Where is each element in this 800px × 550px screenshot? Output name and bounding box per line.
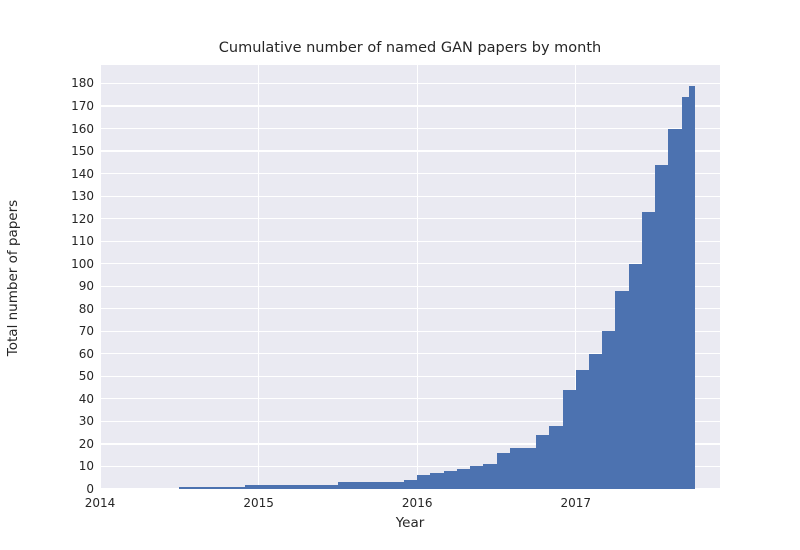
bar-2016-03 [443, 470, 457, 489]
y-tick-label-100: 100 [71, 256, 94, 271]
bar-2017-09 (end) [689, 85, 695, 489]
x-axis-label: Year [395, 515, 425, 531]
x-tick-label-2016: 2016 [401, 496, 433, 510]
y-tick-label-180: 180 [71, 76, 94, 91]
y-tick-label-120: 120 [71, 211, 94, 226]
gridline-x-2014 [99, 65, 101, 489]
x-tick-label-2017: 2017 [560, 496, 592, 510]
gridline-y-20 [100, 443, 720, 445]
y-axis-label: Total number of papers [5, 199, 21, 357]
bar-2017-09 [681, 97, 690, 489]
y-tick-label-40: 40 [78, 391, 94, 406]
bar-2017-06 [641, 211, 656, 489]
x-tick-label-2014: 2014 [84, 496, 116, 510]
y-tick-label-110: 110 [71, 234, 94, 249]
gridline-x-2016 [416, 65, 418, 489]
gridline-y-80 [100, 308, 720, 310]
y-tick-label-80: 80 [78, 301, 94, 316]
gridline-y-10 [100, 465, 720, 468]
bar-2016-07 [496, 452, 510, 489]
gridline-y-40 [100, 398, 720, 400]
plot-area [99, 65, 720, 490]
bar-2016-02 [430, 473, 444, 489]
y-tick-label-10: 10 [78, 459, 94, 474]
gridline-y-170 [100, 105, 720, 107]
bar-2014-12 [245, 484, 338, 489]
y-tick-label-0: 0 [86, 482, 94, 496]
y-tick-label-30: 30 [78, 414, 94, 429]
y-tick-label-50: 50 [78, 369, 94, 384]
chart-title: Cumulative number of named GAN papers by… [218, 40, 602, 56]
y-tick-label-140: 140 [71, 166, 94, 181]
gridline-y-90 [100, 285, 720, 287]
bar-2016-04 [456, 468, 471, 489]
gridline-y-30 [100, 420, 720, 423]
bar-2017-04 [615, 290, 629, 489]
y-tick-label-70: 70 [78, 324, 94, 339]
bar-2017-02 [589, 353, 603, 489]
bar-2015-07 [337, 482, 404, 489]
y-tick-label-170: 170 [71, 99, 94, 113]
gridline-y-0 [100, 488, 720, 490]
gridline-y-70 [100, 330, 720, 332]
y-tick-label-150: 150 [71, 144, 94, 159]
gridline-y-160 [100, 127, 720, 130]
bar-2016-06 [483, 464, 497, 489]
bar-2014-07 [179, 486, 246, 489]
bar-2016-11 [549, 425, 563, 489]
bar-2016-05 [470, 466, 484, 489]
y-tick-label-130: 130 [71, 189, 94, 204]
bar-2017-08 [668, 128, 682, 489]
gridline-x-2015 [258, 65, 260, 489]
bar-2017-05 [628, 263, 642, 489]
gridline-y-60 [100, 353, 720, 355]
gridline-y-180 [100, 82, 720, 85]
gridline-y-130 [100, 195, 720, 197]
gridline-y-140 [100, 173, 720, 175]
gridline-y-120 [100, 218, 720, 220]
gridline-y-110 [100, 240, 720, 242]
y-tick-label-160: 160 [71, 121, 94, 136]
bar-2016-08 [509, 448, 537, 489]
gridline-y-150 [100, 150, 720, 152]
y-tick-label-60: 60 [78, 346, 94, 361]
x-tick-label-2015: 2015 [243, 496, 274, 510]
bar-2017-03 [602, 331, 616, 489]
bar-2017-07 [655, 164, 669, 489]
gridline-x-2017 [575, 65, 577, 489]
gridline-y-50 [100, 375, 720, 377]
gridline-y-100 [100, 263, 720, 265]
bar-2015-12 [404, 480, 418, 489]
y-tick-label-90: 90 [78, 279, 94, 294]
bar-2016-10 [536, 434, 550, 489]
bar-2017-01 [575, 369, 590, 489]
bar-2016-01 [417, 475, 431, 489]
y-tick-label-20: 20 [78, 436, 94, 451]
bar-2016-12 [562, 389, 576, 489]
